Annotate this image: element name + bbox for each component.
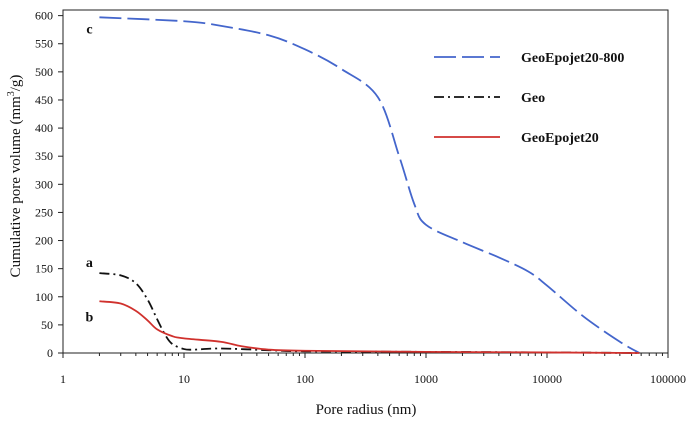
x-tick-label: 10000	[532, 372, 562, 386]
y-tick-label: 50	[41, 318, 53, 332]
y-axis-label-tail: /g)	[8, 75, 24, 92]
y-tick-label: 300	[35, 177, 53, 191]
curve-label-a: a	[86, 256, 93, 271]
y-tick-label: 400	[35, 121, 53, 135]
x-tick-label: 100000	[650, 372, 686, 386]
chart-legend: GeoEpojet20-800 Geo GeoEpojet20	[434, 51, 624, 146]
y-tick-label: 100	[35, 290, 53, 304]
plot-frame	[62, 9, 669, 354]
x-tick-label: 1	[60, 372, 66, 386]
y-tick-label: 250	[35, 205, 53, 219]
curve-label-c: c	[86, 22, 92, 37]
chart-ticks: 1 10 100 1000 10000 100000 0 50 100 150 200 250 300 3…	[35, 9, 686, 386]
y-axis-label-superscript: 3	[6, 91, 17, 96]
y-tick-label: 450	[35, 93, 53, 107]
legend-label-geoepojet20-800: GeoEpojet20-800	[521, 51, 624, 66]
y-tick-label: 500	[35, 65, 53, 79]
x-tick-label: 10	[178, 372, 190, 386]
legend-label-geo: Geo	[521, 91, 545, 106]
series-line-geoepojet20-800	[99, 16, 640, 354]
y-tick-label: 150	[35, 262, 53, 276]
y-tick-label: 200	[35, 234, 53, 248]
y-tick-label: 0	[47, 346, 53, 360]
y-axis-label-main: Cumulative pore volume (mm	[8, 96, 24, 278]
y-tick-label: 600	[35, 9, 53, 23]
y-tick-label: 350	[35, 149, 53, 163]
series-line-geo	[99, 272, 640, 354]
chart-series: c a b	[86, 16, 640, 354]
series-line-geoepojet20	[99, 300, 640, 354]
legend-label-geoepojet20: GeoEpojet20	[521, 131, 599, 146]
y-tick-label: 550	[35, 37, 53, 51]
chart-axes	[62, 9, 669, 354]
y-axis-label: Cumulative pore volume (mm3/g)	[6, 75, 24, 278]
x-tick-label: 1000	[414, 372, 438, 386]
x-tick-label: 100	[296, 372, 314, 386]
x-axis-label: Pore radius (nm)	[316, 402, 417, 418]
curve-label-b: b	[86, 310, 94, 325]
